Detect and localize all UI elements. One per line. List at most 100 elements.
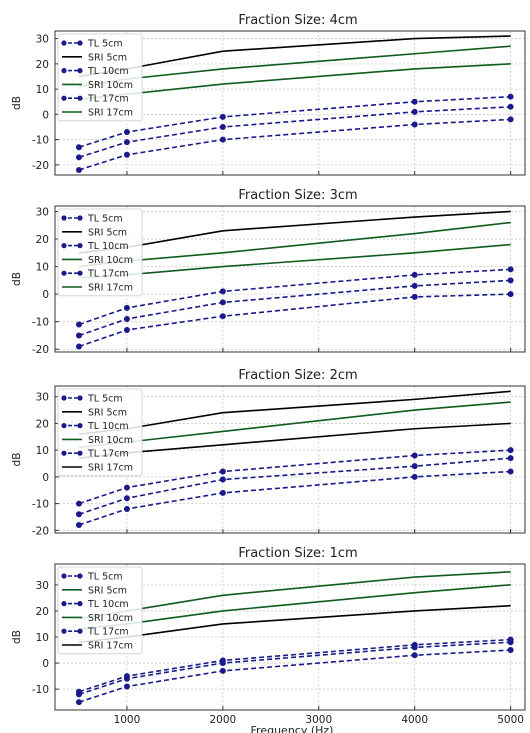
data-point	[507, 468, 514, 475]
legend-marker	[61, 68, 67, 74]
series-line-tl	[78, 118, 511, 171]
panel-3: Fraction Size: 2cm -20 -10 0 10 20 30 dB TL 5cm S…	[11, 368, 526, 537]
legend-label: SRI 5cm	[88, 52, 127, 63]
legend-label: SRI 5cm	[88, 227, 127, 238]
y-tick-label: 30	[36, 580, 49, 592]
x-tick-label: 3000	[305, 714, 332, 726]
y-tick-label: 0	[42, 289, 49, 301]
data-point	[219, 667, 226, 674]
data-point	[411, 98, 418, 105]
legend-label: SRI 10cm	[88, 613, 133, 624]
data-point	[75, 166, 82, 173]
data-point	[75, 500, 82, 507]
legend-label: SRI 10cm	[88, 80, 133, 91]
x-tick-label: 2000	[209, 714, 236, 726]
data-point	[75, 511, 82, 518]
panel-4: Fraction Size: 1cm -10 0 10 20 30 1000 2000 3000…	[11, 546, 526, 733]
series-line-sri	[78, 401, 511, 449]
y-axis-label: dB	[11, 96, 23, 110]
data-point	[219, 299, 226, 306]
legend-marker	[61, 628, 67, 634]
legend-marker	[77, 450, 83, 456]
plot-frame	[54, 385, 526, 534]
y-tick-label: 30	[36, 392, 49, 404]
data-point	[219, 288, 226, 295]
data-point	[123, 683, 130, 690]
legend: TL 5cm SRI 5cm TL 10cm SRI 10cm TL 17cm SRI 1…	[57, 566, 143, 655]
chart-title: Fraction Size: 1cm	[238, 546, 357, 561]
data-point	[219, 660, 226, 667]
legend-marker	[77, 601, 83, 607]
y-tick-label: 20	[36, 418, 49, 430]
data-point	[411, 452, 418, 459]
chart-title: Fraction Size: 4cm	[238, 13, 357, 28]
data-point	[123, 675, 130, 682]
data-point	[507, 447, 514, 454]
y-tick-label: -10	[32, 499, 49, 511]
y-tick-label: 0	[42, 472, 49, 484]
legend-label: SRI 17cm	[88, 641, 133, 652]
plot-frame	[54, 30, 526, 176]
y-tick-label: -20	[32, 344, 49, 356]
x-tick-label: 1000	[114, 714, 141, 726]
y-tick-label: 30	[36, 34, 49, 46]
series-line-sri	[78, 210, 511, 254]
data-point	[219, 124, 226, 130]
data-point	[75, 144, 82, 151]
legend-label: TL 17cm	[87, 627, 129, 638]
legend-marker	[77, 423, 83, 429]
series-line-tl	[78, 470, 511, 526]
data-point	[123, 129, 130, 136]
legend-marker	[77, 243, 83, 249]
legend-label: TL 10cm	[87, 66, 129, 77]
data-point	[507, 277, 514, 284]
data-point	[75, 343, 82, 350]
series-line-sri	[78, 35, 511, 78]
legend-marker	[61, 243, 67, 249]
legend: TL 5cm SRI 5cm TL 10cm SRI 10cm TL 17cm SRI 1…	[57, 33, 143, 122]
data-point	[411, 652, 418, 659]
y-axis-label: dB	[11, 272, 23, 286]
legend-label: SRI 10cm	[88, 435, 133, 446]
data-point	[411, 293, 418, 300]
legend-label: SRI 17cm	[88, 108, 133, 119]
data-point	[75, 321, 82, 328]
legend-label: TL 10cm	[87, 241, 129, 252]
legend-marker	[77, 215, 83, 221]
data-point	[411, 282, 418, 289]
y-tick-label: 10	[36, 445, 49, 457]
x-tick-label: 5000	[497, 714, 524, 726]
data-point	[75, 691, 82, 698]
legend-label: TL 5cm	[87, 394, 123, 405]
legend-marker	[61, 215, 67, 221]
series-line-sri	[78, 63, 511, 101]
legend-marker	[61, 270, 67, 276]
data-point	[123, 484, 130, 491]
legend-marker	[61, 450, 67, 456]
legend-label: TL 5cm	[87, 214, 123, 225]
data-point	[507, 103, 514, 110]
data-point	[411, 463, 418, 470]
y-tick-label: 20	[36, 606, 49, 618]
data-point	[219, 313, 226, 320]
legend-marker	[77, 270, 83, 276]
y-tick-label: -20	[32, 525, 49, 537]
data-point	[219, 476, 226, 483]
legend-marker	[61, 573, 67, 579]
legend-label: SRI 5cm	[88, 585, 127, 596]
legend-marker	[77, 40, 83, 46]
data-point	[123, 505, 130, 512]
data-point	[411, 473, 418, 480]
legend-marker	[61, 395, 67, 401]
y-tick-label: 0	[42, 658, 49, 670]
panel-2: Fraction Size: 3cm -20 -10 0 10 20 30 dB TL 5cm S…	[11, 188, 526, 356]
y-tick-label: -10	[32, 684, 49, 696]
legend: TL 5cm SRI 5cm TL 10cm SRI 10cm TL 17cm SRI 1…	[57, 388, 143, 477]
legend-marker	[61, 423, 67, 429]
y-tick-label: -10	[32, 135, 49, 147]
series-line-tl	[78, 293, 511, 348]
data-point	[123, 304, 130, 311]
legend-label: TL 5cm	[87, 572, 123, 583]
legend-marker	[77, 573, 83, 579]
